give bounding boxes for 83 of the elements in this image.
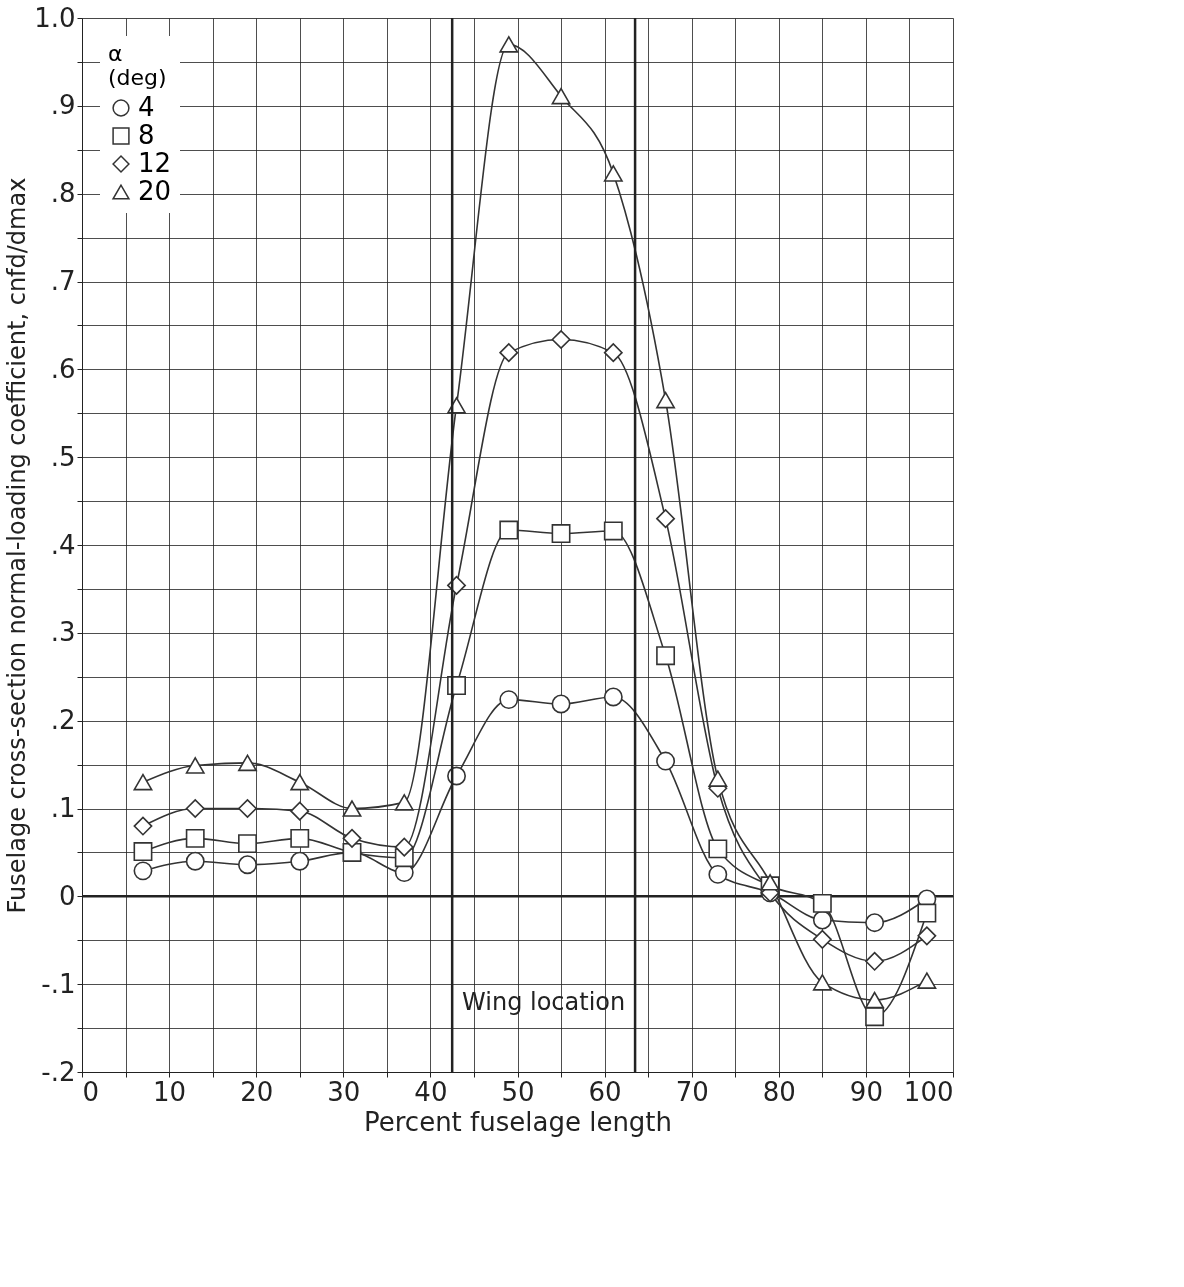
point — [499, 36, 519, 53]
legend-label: 4 — [138, 92, 155, 122]
point — [238, 834, 257, 854]
point — [133, 861, 153, 881]
x-tick-label: 0 — [82, 1076, 100, 1107]
point — [499, 690, 519, 710]
point — [238, 754, 257, 772]
point — [342, 828, 362, 848]
y-tick-label: .1 — [50, 793, 76, 823]
legend-label: 8 — [138, 120, 155, 150]
x-tick-label: 80 — [762, 1076, 796, 1107]
point — [290, 851, 310, 871]
x-tick-label: 50 — [501, 1076, 535, 1107]
point — [812, 910, 832, 930]
point — [708, 864, 728, 884]
point — [290, 828, 310, 848]
point — [185, 828, 205, 848]
point — [551, 330, 571, 349]
point — [656, 646, 676, 666]
point — [603, 343, 623, 363]
point — [551, 87, 571, 105]
x-tick-label: 100 — [903, 1076, 954, 1107]
point — [133, 842, 153, 861]
y-tick-label: -.1 — [41, 968, 76, 999]
point — [917, 926, 937, 946]
point — [865, 991, 885, 1009]
point — [342, 800, 362, 817]
point — [917, 903, 937, 923]
point — [290, 801, 310, 821]
y-tick-label: 0 — [58, 880, 76, 911]
point — [603, 165, 623, 182]
point — [865, 1007, 885, 1027]
point — [394, 794, 414, 811]
legend-title: α (deg) — [108, 41, 167, 90]
point — [865, 951, 885, 971]
x-tick-label: 60 — [588, 1076, 622, 1107]
y-axis-title: Fuselage cross-section normal-loading coefficient, cnfd/dmax — [3, 177, 32, 914]
point — [551, 694, 571, 714]
x-tick-label: 30 — [327, 1076, 361, 1107]
y-tick-label: .9 — [50, 90, 76, 121]
point — [656, 751, 676, 771]
x-tick-label: 10 — [153, 1076, 187, 1107]
point — [551, 524, 571, 544]
point — [603, 687, 623, 707]
y-tick-label: .3 — [50, 617, 76, 648]
point — [812, 893, 832, 913]
point — [708, 839, 728, 859]
point — [499, 343, 519, 363]
y-tick-label: .7 — [50, 266, 76, 296]
point — [185, 799, 205, 818]
point — [238, 799, 257, 818]
point — [238, 855, 257, 875]
point — [603, 521, 623, 541]
y-tick-label: .4 — [50, 529, 76, 560]
x-axis-title: Percent fuselage length — [363, 1106, 673, 1137]
point — [865, 913, 885, 933]
legend-label: 20 — [138, 176, 172, 206]
point — [708, 770, 728, 787]
x-tick-label: 70 — [675, 1076, 709, 1107]
y-tick-label: .5 — [50, 441, 76, 472]
point — [185, 757, 205, 774]
point — [133, 816, 153, 836]
y-tick-label: .6 — [50, 353, 76, 384]
y-tick-label: .2 — [50, 705, 76, 736]
y-tick-label: -.2 — [41, 1056, 76, 1087]
point — [185, 851, 205, 871]
point — [133, 773, 153, 791]
y-tick-label: .8 — [50, 178, 76, 209]
point — [290, 773, 310, 791]
point — [917, 972, 937, 989]
point — [656, 509, 676, 529]
x-tick-label: 20 — [240, 1076, 274, 1107]
point — [656, 391, 676, 409]
point — [812, 974, 832, 991]
point — [342, 842, 362, 862]
point — [812, 929, 832, 949]
x-tick-label: 40 — [414, 1076, 448, 1107]
point — [760, 873, 780, 891]
x-tick-label: 90 — [849, 1076, 883, 1107]
legend-label: 12 — [138, 148, 172, 178]
y-tick-label: 1.0 — [34, 2, 76, 33]
point — [394, 837, 414, 857]
point — [499, 520, 519, 540]
